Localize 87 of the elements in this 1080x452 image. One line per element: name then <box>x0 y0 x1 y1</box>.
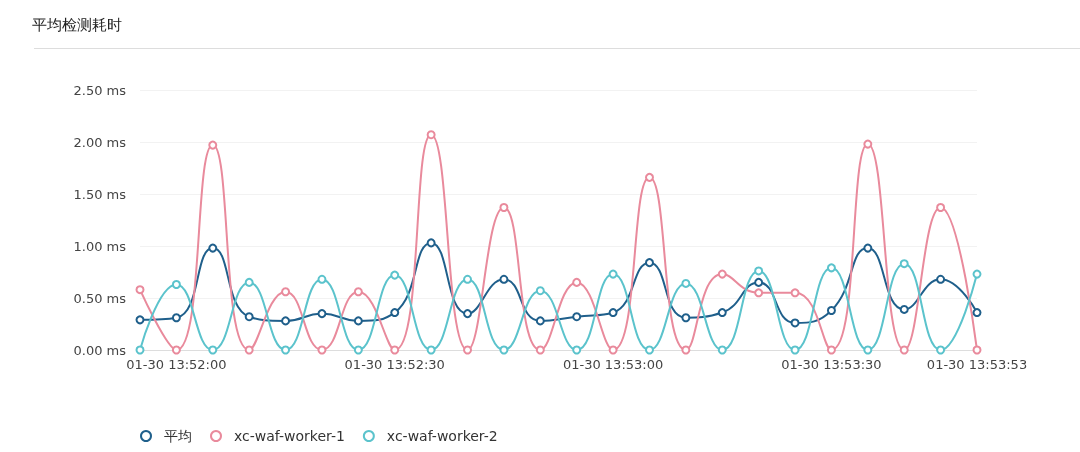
point <box>899 259 909 269</box>
y-tick-label: 1.00 ms <box>73 238 127 254</box>
point <box>826 305 836 315</box>
point <box>644 172 654 182</box>
point <box>572 345 582 355</box>
point <box>390 270 400 280</box>
point <box>681 278 691 288</box>
point <box>171 345 181 355</box>
point <box>171 279 181 289</box>
y-tick-label: 1.50 ms <box>73 186 127 202</box>
point <box>972 269 982 279</box>
point <box>208 345 218 355</box>
point <box>826 263 836 273</box>
point <box>681 345 691 355</box>
x-tick-label: 01-30 13:52:00 <box>126 357 227 372</box>
point <box>135 315 145 325</box>
point <box>499 345 509 355</box>
point <box>936 345 946 355</box>
point <box>208 140 218 150</box>
point <box>972 308 982 318</box>
point <box>972 345 982 355</box>
point <box>426 238 436 248</box>
y-tick-label: 2.50 ms <box>73 82 127 98</box>
point <box>899 345 909 355</box>
point <box>535 345 545 355</box>
point <box>463 309 473 319</box>
point <box>499 274 509 284</box>
point <box>426 345 436 355</box>
legend-label: 平均 <box>164 428 192 444</box>
point <box>754 288 764 298</box>
point <box>281 287 291 297</box>
point <box>390 308 400 318</box>
point <box>317 274 327 284</box>
point <box>717 345 727 355</box>
x-tick-label: 01-30 13:53:30 <box>781 357 882 372</box>
point <box>281 345 291 355</box>
point <box>426 130 436 140</box>
legend-label: xc-waf-worker-1 <box>234 428 345 444</box>
point <box>863 345 873 355</box>
point <box>135 345 145 355</box>
point <box>390 345 400 355</box>
point <box>208 243 218 253</box>
point <box>281 316 291 326</box>
x-tick-label: 01-30 13:53:00 <box>562 357 664 372</box>
point <box>317 345 327 355</box>
point <box>717 308 727 318</box>
point <box>244 312 254 322</box>
y-tick-label: 2.00 ms <box>73 134 127 150</box>
point <box>681 313 691 323</box>
point <box>353 316 363 326</box>
point <box>317 309 327 319</box>
point <box>717 269 727 279</box>
x-tick-label: 01-30 13:53:53 <box>926 357 1028 372</box>
point <box>572 312 582 322</box>
point <box>535 286 545 296</box>
point <box>535 316 545 326</box>
point <box>754 266 764 276</box>
point <box>463 345 473 355</box>
point <box>790 318 800 328</box>
point <box>244 277 254 287</box>
point <box>171 313 181 323</box>
point <box>644 258 654 268</box>
x-tick-label: 01-30 13:52:30 <box>344 357 445 372</box>
point <box>608 269 618 279</box>
point <box>863 243 873 253</box>
point <box>790 345 800 355</box>
chart-title: 平均检测耗时 <box>32 16 122 35</box>
point <box>754 277 764 287</box>
point <box>499 203 509 213</box>
point <box>135 285 145 295</box>
point <box>936 274 946 284</box>
point <box>899 304 909 314</box>
point <box>353 345 363 355</box>
point <box>863 139 873 149</box>
point <box>826 345 836 355</box>
point <box>644 345 654 355</box>
y-tick-label: 0.50 ms <box>73 290 127 306</box>
point <box>353 287 363 297</box>
point <box>790 288 800 298</box>
point <box>572 277 582 287</box>
point <box>244 345 254 355</box>
point <box>463 274 473 284</box>
point <box>936 203 946 213</box>
point <box>608 345 618 355</box>
point <box>608 308 618 318</box>
legend-label: xc-waf-worker-2 <box>386 428 498 444</box>
y-tick-label: 0.00 ms <box>73 342 127 358</box>
